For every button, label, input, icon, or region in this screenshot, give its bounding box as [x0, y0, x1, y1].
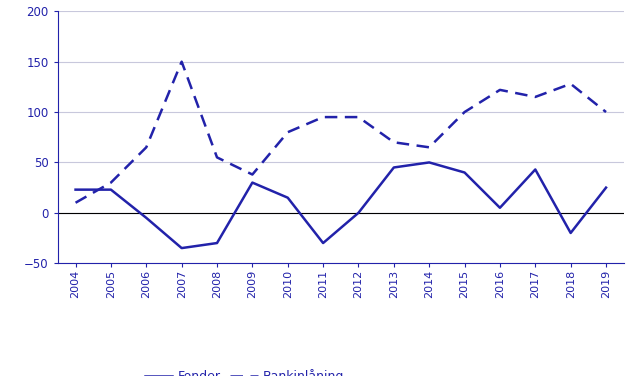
Legend: Fonder, Bankinlåning: Fonder, Bankinlåning	[140, 364, 349, 376]
